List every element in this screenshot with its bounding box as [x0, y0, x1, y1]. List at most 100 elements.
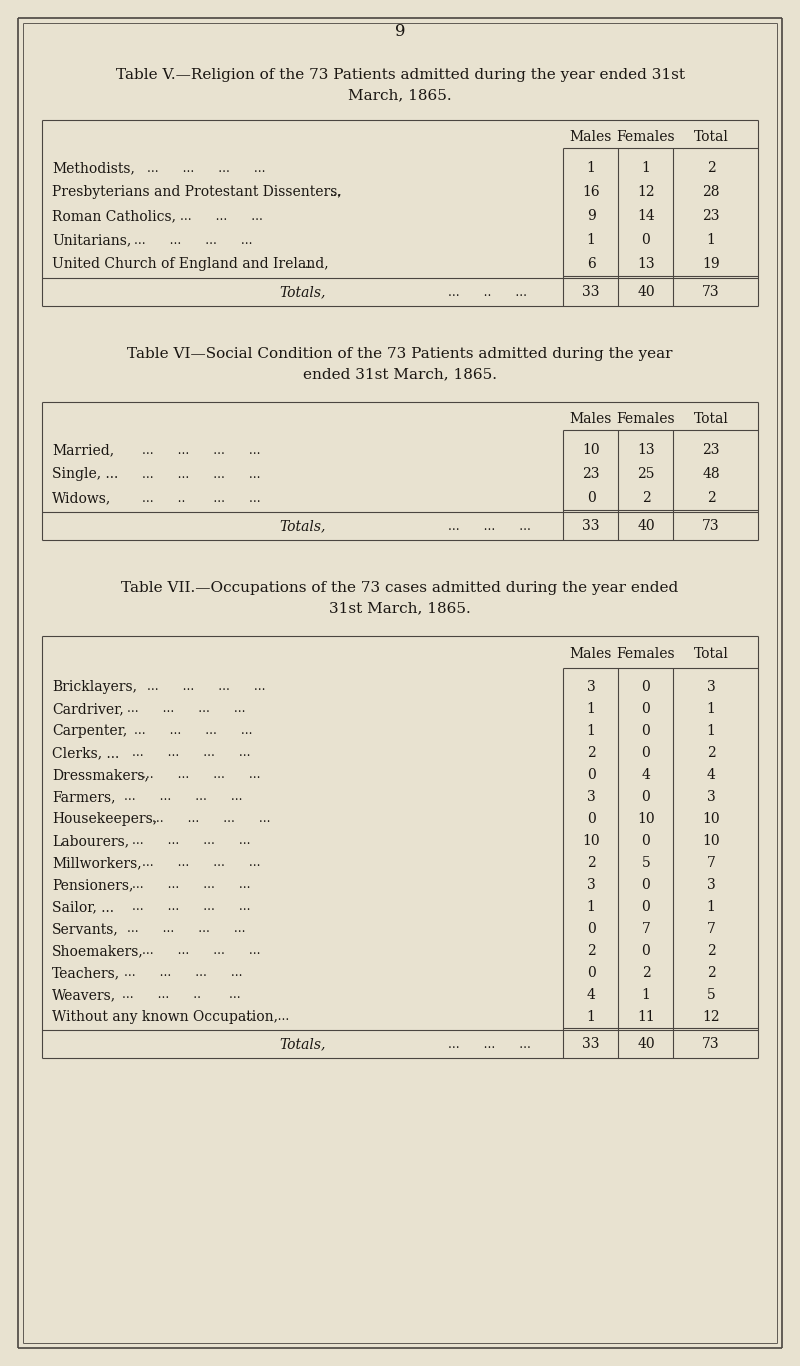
Text: 28: 28: [702, 184, 720, 199]
Text: 0: 0: [642, 878, 650, 892]
Text: 12: 12: [702, 1009, 720, 1024]
Text: ...      ...      ...      ...: ... ... ... ...: [142, 467, 261, 481]
Text: Total: Total: [694, 647, 729, 661]
Text: Labourers,: Labourers,: [52, 835, 129, 848]
Text: 0: 0: [586, 811, 595, 826]
Text: 3: 3: [706, 878, 715, 892]
Text: 9: 9: [394, 23, 406, 41]
Text: 7: 7: [642, 922, 650, 936]
Text: Females: Females: [617, 413, 675, 426]
Text: ...      ...      ...      ...: ... ... ... ...: [124, 967, 242, 979]
Text: 9: 9: [586, 209, 595, 223]
Text: 1: 1: [586, 1009, 595, 1024]
Text: 25: 25: [638, 467, 654, 481]
Text: Clerks, ...: Clerks, ...: [52, 746, 119, 759]
Text: 5: 5: [706, 988, 715, 1003]
Text: 3: 3: [706, 680, 715, 694]
Text: 2: 2: [706, 161, 715, 175]
Text: Males: Males: [570, 647, 612, 661]
Text: 10: 10: [582, 835, 600, 848]
Text: 1: 1: [586, 161, 595, 175]
Text: 23: 23: [582, 467, 600, 481]
Text: United Church of England and Ireland,: United Church of England and Ireland,: [52, 257, 329, 270]
Text: 2: 2: [642, 490, 650, 505]
Text: 1: 1: [706, 724, 715, 738]
Text: 11: 11: [637, 1009, 655, 1024]
Text: ...: ...: [302, 258, 314, 270]
Text: Roman Catholics,: Roman Catholics,: [52, 209, 176, 223]
Text: 1: 1: [586, 234, 595, 247]
Text: 2: 2: [706, 746, 715, 759]
Text: 2: 2: [706, 966, 715, 979]
Text: ...      ...      ...      ...: ... ... ... ...: [127, 922, 246, 936]
Text: ...      ...      ..       ...: ... ... .. ...: [122, 989, 241, 1001]
Text: 2: 2: [706, 490, 715, 505]
Text: 40: 40: [637, 1038, 655, 1052]
Text: 33: 33: [582, 519, 600, 534]
Text: 1: 1: [706, 900, 715, 914]
Text: 73: 73: [702, 285, 720, 299]
Text: 40: 40: [637, 519, 655, 534]
Text: 4: 4: [706, 768, 715, 781]
Text: ...      ...      ...      ...: ... ... ... ...: [124, 791, 242, 803]
Text: Housekeepers,: Housekeepers,: [52, 811, 157, 826]
Text: Teachers,: Teachers,: [52, 966, 120, 979]
Text: ...      ..       ...      ...: ... .. ... ...: [142, 492, 261, 504]
Text: Totals,: Totals,: [279, 285, 326, 299]
Text: 1: 1: [586, 702, 595, 716]
Text: 14: 14: [637, 209, 655, 223]
Text: Shoemakers,: Shoemakers,: [52, 944, 144, 958]
Text: ended 31st March, 1865.: ended 31st March, 1865.: [303, 367, 497, 381]
Text: Unitarians,: Unitarians,: [52, 234, 131, 247]
Text: Without any known Occupation,: Without any known Occupation,: [52, 1009, 278, 1024]
Text: Table V.—Religion of the 73 Patients admitted during the year ended 31st: Table V.—Religion of the 73 Patients adm…: [115, 68, 685, 82]
Text: ...      ...      ...: ... ... ...: [448, 520, 531, 533]
Text: 48: 48: [702, 467, 720, 481]
Text: Totals,: Totals,: [279, 519, 326, 534]
Text: 31st March, 1865.: 31st March, 1865.: [329, 601, 471, 615]
Text: 13: 13: [637, 257, 655, 270]
Text: 1: 1: [642, 161, 650, 175]
Text: Weavers,: Weavers,: [52, 988, 116, 1003]
Text: 23: 23: [702, 443, 720, 458]
Text: Servants,: Servants,: [52, 922, 118, 936]
Text: 7: 7: [706, 922, 715, 936]
Text: 2: 2: [642, 966, 650, 979]
Text: 73: 73: [702, 1038, 720, 1052]
Text: ...      ...      ...      ...: ... ... ... ...: [142, 856, 261, 870]
Text: 2: 2: [706, 944, 715, 958]
Text: Females: Females: [617, 130, 675, 143]
Text: Carpenter,: Carpenter,: [52, 724, 127, 738]
Text: 19: 19: [702, 257, 720, 270]
Text: 23: 23: [702, 209, 720, 223]
Text: 10: 10: [582, 443, 600, 458]
Text: 33: 33: [582, 285, 600, 299]
Text: Farmers,: Farmers,: [52, 790, 115, 805]
Text: 3: 3: [586, 790, 595, 805]
Text: 2: 2: [586, 856, 595, 870]
Text: 10: 10: [702, 811, 720, 826]
Text: ...      ...      ...      ...: ... ... ... ...: [152, 813, 270, 825]
Text: 0: 0: [642, 835, 650, 848]
Text: 40: 40: [637, 285, 655, 299]
Text: Methodists,: Methodists,: [52, 161, 135, 175]
Text: ...      ...      ...      ...: ... ... ... ...: [132, 878, 250, 892]
Text: ...      ...      ...      ...: ... ... ... ...: [132, 900, 250, 914]
Text: Pensioners,: Pensioners,: [52, 878, 134, 892]
Text: 3: 3: [586, 878, 595, 892]
Text: 16: 16: [582, 184, 600, 199]
Text: 1: 1: [642, 988, 650, 1003]
Text: 0: 0: [586, 768, 595, 781]
Text: 0: 0: [642, 724, 650, 738]
Text: 33: 33: [582, 1038, 600, 1052]
Text: 5: 5: [642, 856, 650, 870]
Text: ...      ...      ...      ...: ... ... ... ...: [132, 746, 250, 759]
Text: 4: 4: [586, 988, 595, 1003]
Text: 0: 0: [642, 680, 650, 694]
Text: 73: 73: [702, 519, 720, 534]
Text: ...      ...      ...      ...: ... ... ... ...: [147, 161, 266, 175]
Text: 3: 3: [706, 790, 715, 805]
Text: ...      ...      ...: ... ... ...: [448, 1038, 531, 1050]
Text: 0: 0: [642, 702, 650, 716]
Text: 4: 4: [642, 768, 650, 781]
